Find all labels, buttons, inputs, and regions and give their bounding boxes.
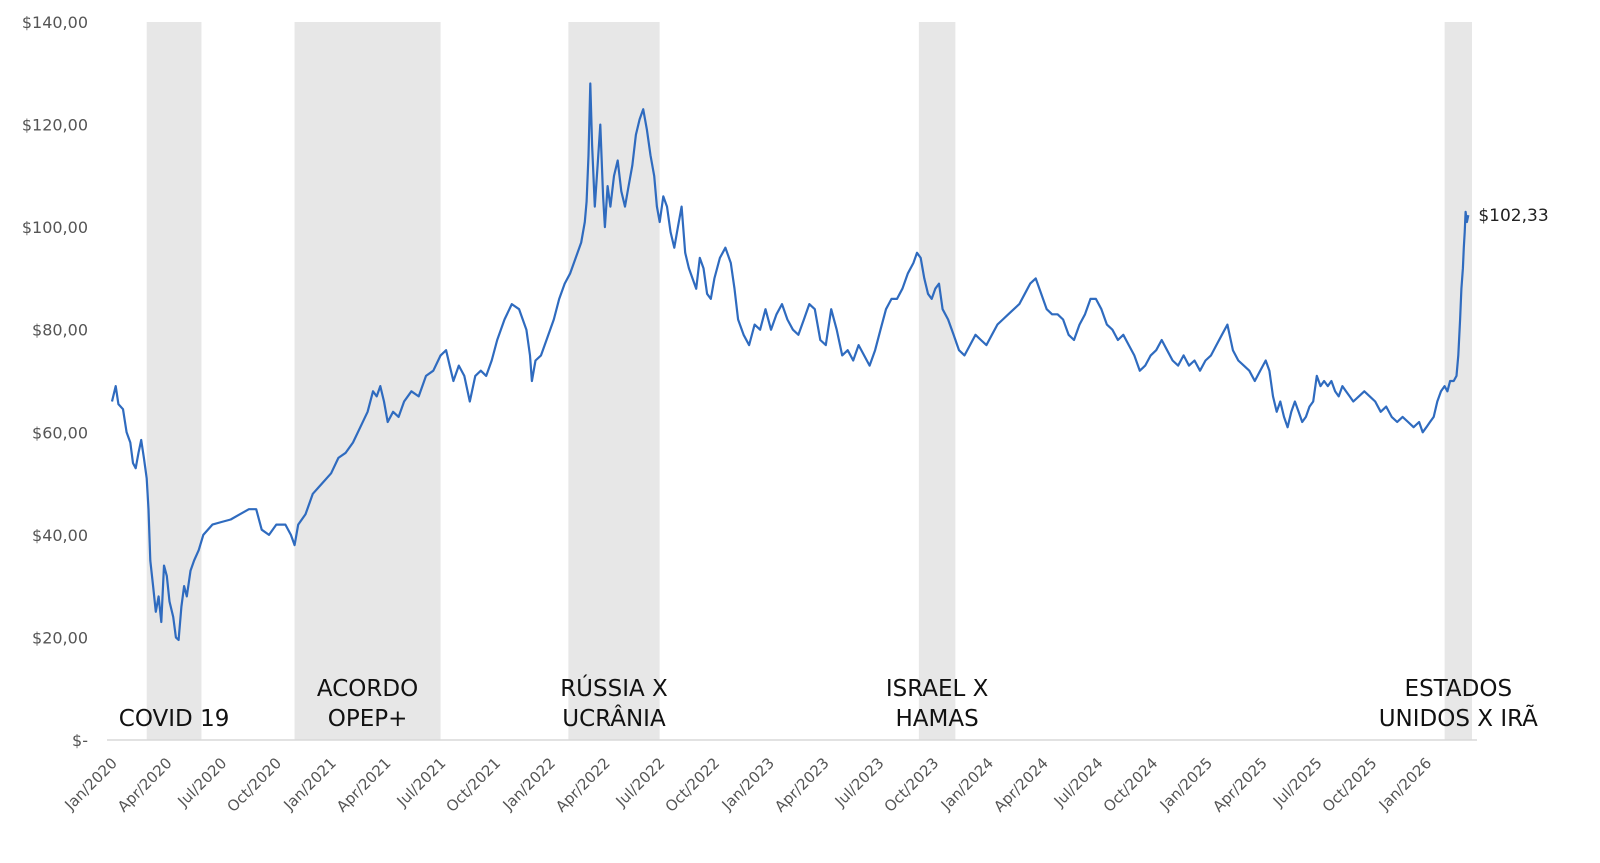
x-tick-label: Jul/2023 xyxy=(831,754,888,811)
x-tick-label: Apr/2020 xyxy=(114,754,176,816)
event-band xyxy=(294,22,441,740)
event-labels: COVID 19 ACORDO OPEP+ RÚSSIA X UCRÂNIA ISRAEL… xyxy=(119,674,1538,732)
x-tick-label: Apr/2022 xyxy=(552,754,614,816)
y-tick-label: $- xyxy=(72,731,88,750)
y-tick-label: $100,00 xyxy=(22,218,88,237)
x-tick-label: Jul/2020 xyxy=(174,754,231,811)
y-tick-label: $40,00 xyxy=(32,526,88,545)
event-label: ESTADOS UNIDOS X IRÃ xyxy=(1379,676,1538,732)
x-tick-label: Oct/2022 xyxy=(662,754,724,816)
event-band xyxy=(918,22,956,740)
x-tick-label: Jan/2023 xyxy=(718,754,778,814)
x-tick-label: Jul/2022 xyxy=(612,754,669,811)
x-tick-label: Oct/2024 xyxy=(1100,754,1162,816)
x-tick-label: Jan/2026 xyxy=(1375,754,1435,814)
event-label: COVID 19 xyxy=(119,706,230,732)
event-label: RÚSSIA X UCRÂNIA xyxy=(560,674,668,732)
x-tick-label: Jan/2022 xyxy=(499,754,559,814)
last-price-label: $102,33 xyxy=(1478,206,1548,226)
y-tick-label: $20,00 xyxy=(32,628,88,647)
y-tick-label: $60,00 xyxy=(32,423,88,442)
x-tick-label: Oct/2021 xyxy=(443,754,505,816)
event-bands xyxy=(146,22,1472,740)
event-band xyxy=(1444,22,1472,740)
y-tick-label: $80,00 xyxy=(32,321,88,340)
y-axis-ticks: $- $20,00 $40,00 $60,00 $80,00 $100,00 $120,00… xyxy=(22,13,88,750)
x-tick-label: Jan/2024 xyxy=(937,754,997,814)
y-tick-label: $120,00 xyxy=(22,116,88,135)
event-band xyxy=(568,22,660,740)
x-tick-label: Apr/2023 xyxy=(771,754,833,816)
x-tick-label: Jul/2025 xyxy=(1269,754,1326,811)
x-tick-label: Jan/2025 xyxy=(1156,754,1216,814)
x-tick-label: Apr/2021 xyxy=(333,754,395,816)
x-tick-label: Oct/2023 xyxy=(881,754,943,816)
y-tick-label: $140,00 xyxy=(22,13,88,32)
x-tick-label: Oct/2025 xyxy=(1319,754,1381,816)
x-tick-label: Apr/2025 xyxy=(1209,754,1271,816)
price-series-line xyxy=(110,82,1470,642)
event-label: ACORDO OPEP+ xyxy=(317,676,418,732)
x-tick-label: Oct/2020 xyxy=(223,754,285,816)
x-tick-label: Apr/2024 xyxy=(990,754,1052,816)
x-axis-ticks: Jan/2020Apr/2020Jul/2020Oct/2020Jan/2021… xyxy=(60,754,1435,816)
x-tick-label: Jul/2024 xyxy=(1050,754,1107,811)
x-tick-label: Jan/2021 xyxy=(280,754,340,814)
x-tick-label: Jan/2020 xyxy=(60,754,120,814)
x-tick-label: Jul/2021 xyxy=(393,754,450,811)
event-band xyxy=(146,22,202,740)
event-label: ISRAEL X HAMAS xyxy=(886,676,989,732)
